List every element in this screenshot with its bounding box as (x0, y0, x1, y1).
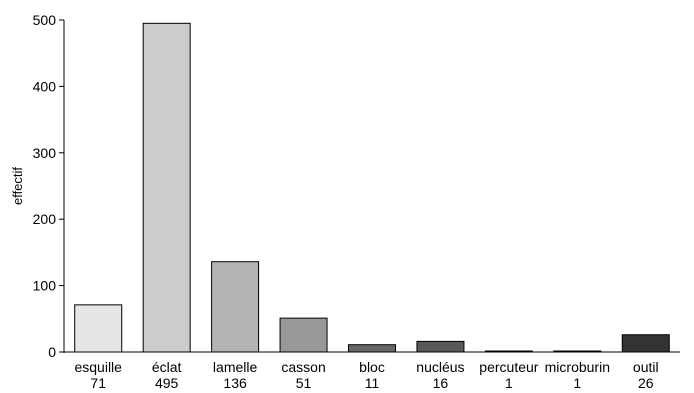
x-tick-label: outil (633, 359, 659, 375)
bars-group (74, 22, 670, 353)
x-tick-label: lamelle (213, 359, 258, 375)
x-tick-label: casson (281, 359, 325, 375)
bar (348, 344, 396, 353)
y-tick-label: 300 (33, 145, 57, 161)
x-tick-label: bloc (359, 359, 385, 375)
data-label: 1 (505, 375, 513, 391)
y-tick-label: 500 (33, 12, 57, 28)
bar (621, 334, 670, 353)
data-label: 495 (155, 375, 179, 391)
bar (279, 317, 328, 353)
y-tick-label: 200 (33, 211, 57, 227)
data-label: 51 (296, 375, 312, 391)
y-axis: 0 100 200 300 400 500 (33, 12, 65, 360)
y-tick-label: 0 (48, 344, 56, 360)
data-label: 71 (90, 375, 106, 391)
bar (416, 340, 465, 353)
x-tick-label: percuteur (479, 359, 538, 375)
data-label: 16 (433, 375, 449, 391)
bar (211, 261, 260, 353)
x-tick-label: éclat (152, 359, 182, 375)
y-tick-label: 400 (33, 78, 57, 94)
data-label: 136 (223, 375, 247, 391)
bar (74, 304, 123, 353)
x-tick-label: microburin (545, 359, 610, 375)
y-axis-title: effectif (10, 167, 25, 205)
y-tick-label: 100 (33, 278, 57, 294)
data-label: 26 (638, 375, 654, 391)
data-label: 1 (573, 375, 581, 391)
x-tick-label: nucléus (416, 359, 464, 375)
bar (142, 22, 191, 353)
x-tick-label: esquille (74, 359, 122, 375)
data-label: 11 (365, 375, 380, 391)
